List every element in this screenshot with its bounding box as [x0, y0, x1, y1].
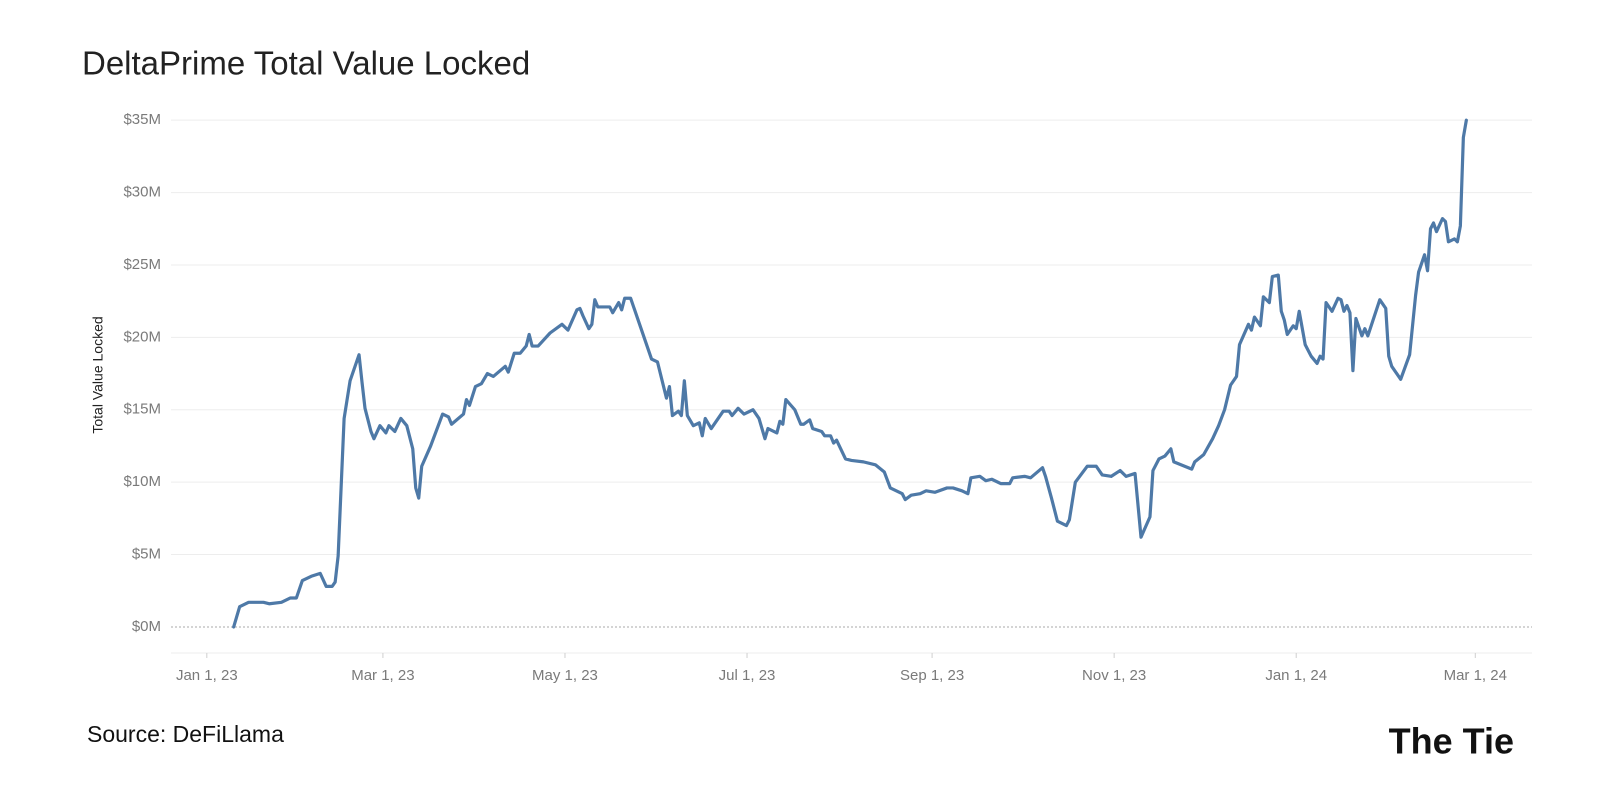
x-tick-label: Jul 1, 23 [719, 667, 776, 684]
y-tick-label: $30M [123, 184, 161, 201]
y-tick-label: $10M [123, 473, 161, 490]
line [232, 118, 1468, 629]
x-tick-label: Jan 1, 23 [176, 667, 238, 684]
x-tick-label: Sep 1, 23 [900, 667, 964, 684]
y-tick-label: $5M [132, 546, 161, 563]
y-tick-label: $15M [123, 401, 161, 418]
y-axis-label: Total Value Locked [90, 316, 106, 433]
source: Source: DeFiLlama [87, 721, 284, 747]
y-tick-label: $20M [123, 328, 161, 345]
y-tick-label: $25M [123, 256, 161, 273]
y-tick-label: $0M [132, 618, 161, 635]
chart-title: DeltaPrime Total Value Locked [82, 45, 530, 82]
x-tick-label: Mar 1, 23 [351, 667, 414, 684]
x-tick-label: Mar 1, 24 [1444, 667, 1507, 684]
x-tick-label: Jan 1, 24 [1265, 667, 1327, 684]
x-tick-label: Nov 1, 23 [1082, 667, 1146, 684]
y-tick-label: $35M [123, 111, 161, 128]
logo: The Tie [1389, 721, 1514, 762]
x-tick-label: May 1, 23 [532, 667, 598, 684]
